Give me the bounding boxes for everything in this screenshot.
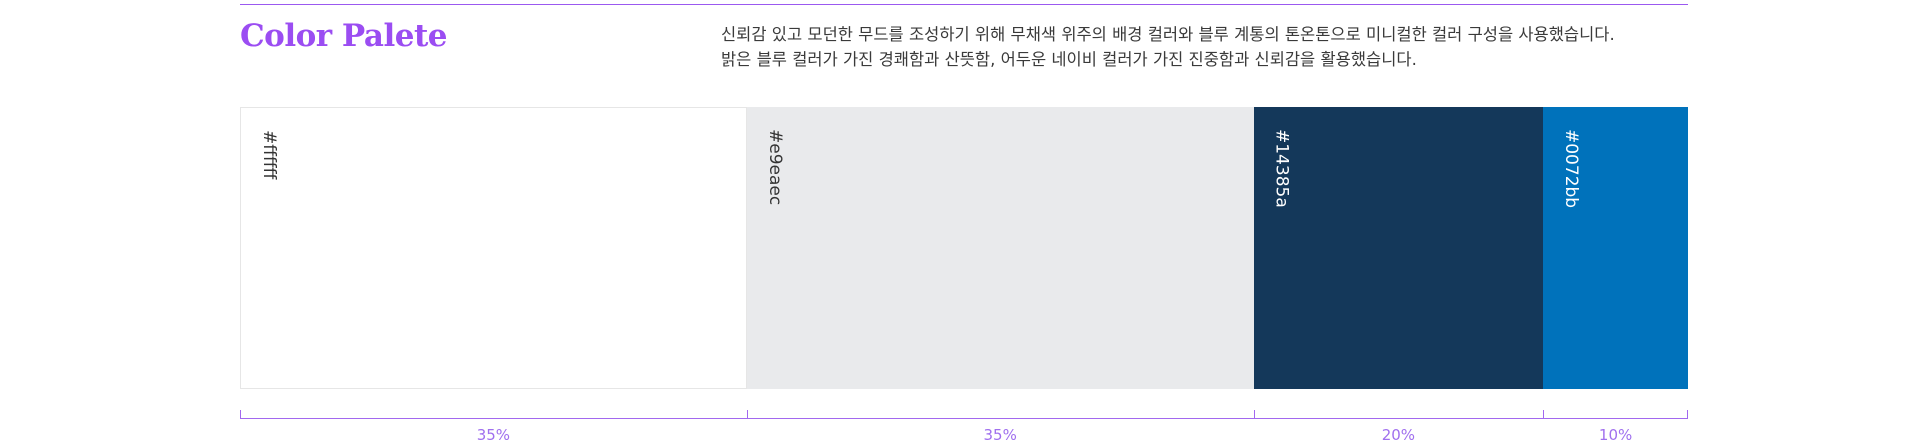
description-line: 신뢰감 있고 모던한 무드를 조성하기 위해 무채색 위주의 배경 컬러와 블루…: [721, 25, 1615, 44]
swatch-blue: #0072bb: [1543, 107, 1688, 389]
swatch-navy: #14385a: [1253, 107, 1544, 389]
swatch-white: #ffffff: [240, 107, 747, 389]
swatch-light-gray: #e9eaec: [746, 107, 1254, 389]
scale-tick: [1687, 410, 1688, 419]
description-line: 밝은 블루 컬러가 가진 경쾌함과 산뜻함, 어두운 네이비 컬러가 가진 진중…: [721, 50, 1417, 69]
swatch-label: #0072bb: [1561, 129, 1582, 209]
percent-label: 35%: [983, 426, 1017, 444]
swatch-label: #14385a: [1271, 129, 1292, 208]
scale-line: [240, 418, 1688, 419]
swatch-label: #e9eaec: [764, 129, 785, 206]
percent-label: 20%: [1381, 426, 1416, 444]
section-description: 신뢰감 있고 모던한 무드를 조성하기 위해 무채색 위주의 배경 컬러와 블루…: [721, 22, 1689, 72]
color-palette-bar: #ffffff #e9eaec #14385a #0072bb: [240, 107, 1688, 389]
proportion-scale: 35% 35% 20% 10%: [240, 408, 1688, 445]
scale-tick: [240, 410, 241, 419]
section-title: Color Palete: [240, 18, 448, 54]
top-divider: [240, 4, 1688, 5]
scale-tick: [1543, 410, 1545, 419]
percent-label: 10%: [1598, 426, 1633, 444]
percent-label: 35%: [476, 426, 511, 444]
scale-tick: [746, 410, 748, 419]
swatch-label: #ffffff: [259, 130, 279, 180]
scale-tick: [1253, 410, 1255, 419]
